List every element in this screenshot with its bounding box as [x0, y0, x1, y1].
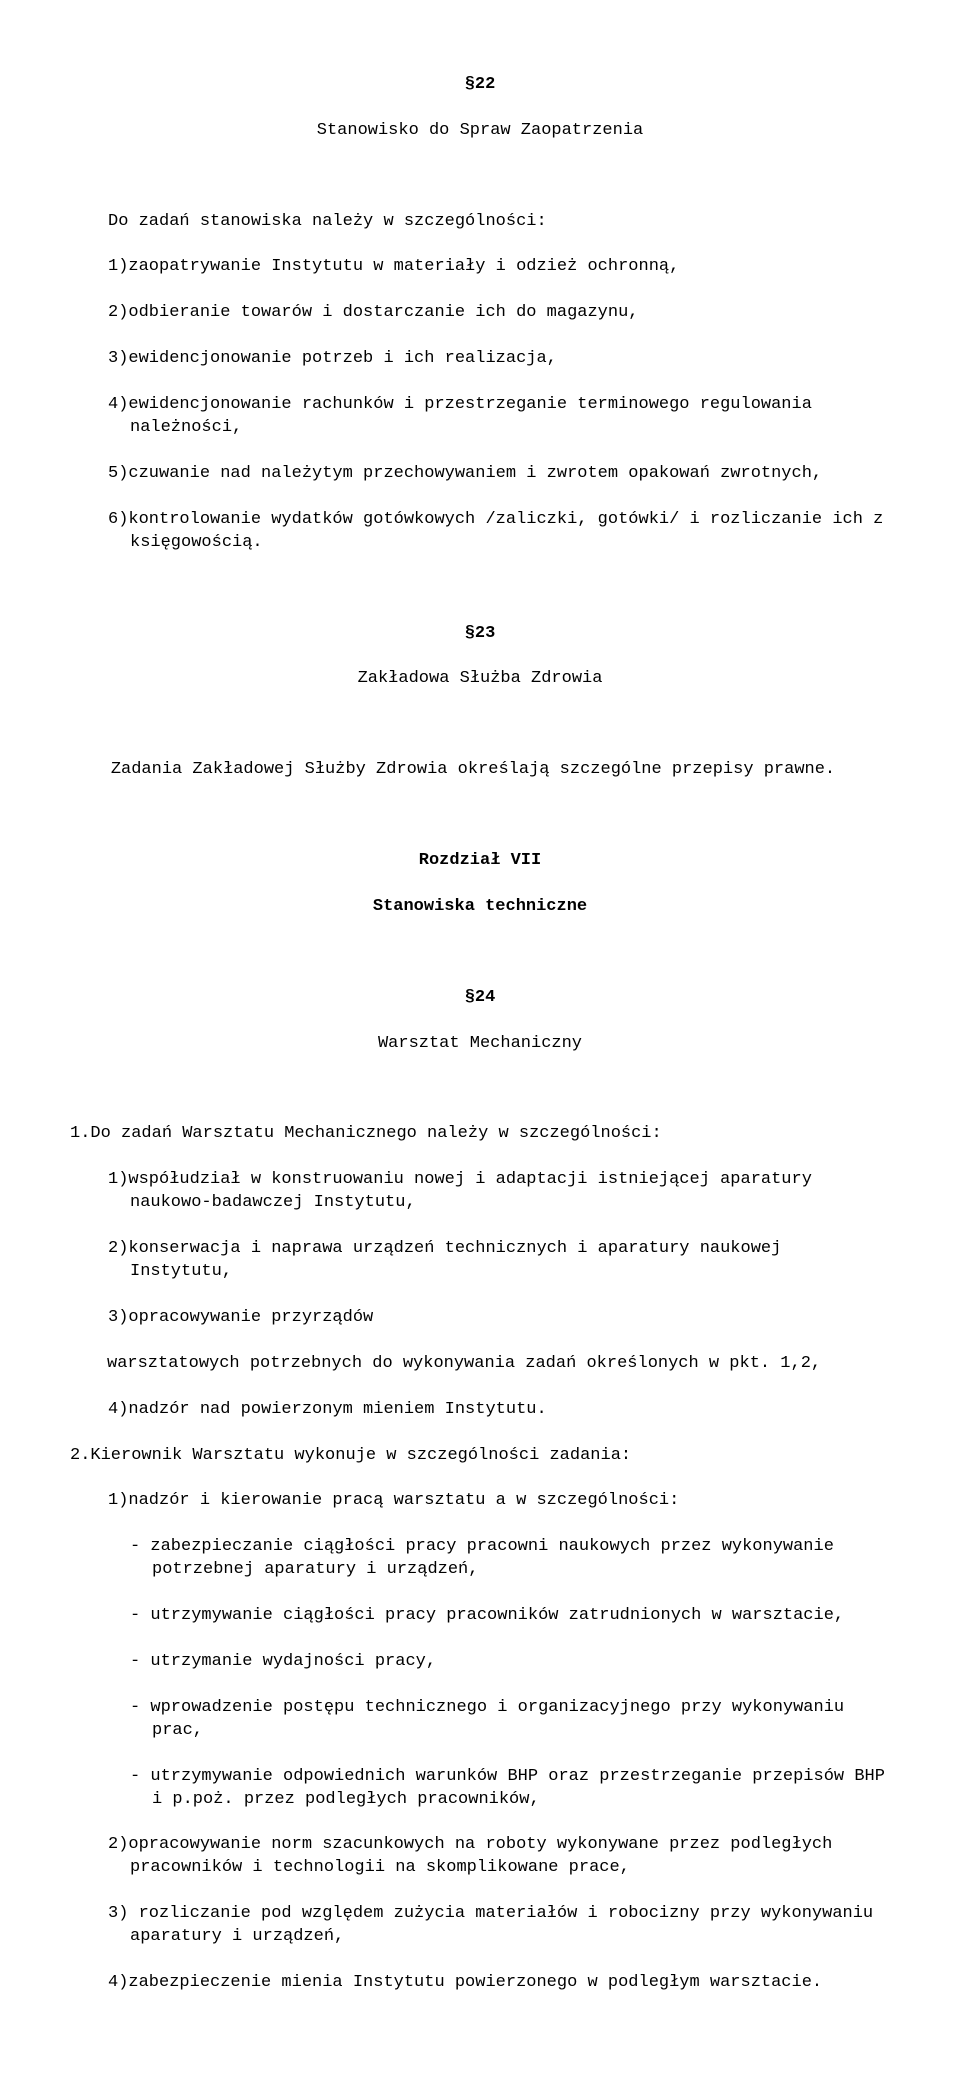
- section-24-p2-dash: - utrzymanie wydajności pracy,: [70, 1651, 890, 1674]
- section-24-p2-item: 4)zabezpieczenie mienia Instytutu powier…: [70, 1972, 890, 1995]
- spacer: [70, 578, 890, 600]
- section-24-p2-dash: - utrzymywanie odpowiednich warunków BHP…: [70, 1766, 890, 1812]
- section-22-number: §22: [70, 74, 890, 97]
- section-22-item: 5)czuwanie nad należytym przechowywaniem…: [70, 463, 890, 486]
- section-24-number: §24: [70, 987, 890, 1010]
- section-24-p2-item1: 1)nadzór i kierowanie pracą warsztatu a …: [70, 1490, 890, 1513]
- section-22-item: 3)ewidencjonowanie potrzeb i ich realiza…: [70, 348, 890, 371]
- chapter-title: Stanowiska techniczne: [70, 896, 890, 919]
- section-24-p2-dash: - utrzymywanie ciągłości pracy pracownik…: [70, 1605, 890, 1628]
- section-22-intro: Do zadań stanowiska należy w szczególnoś…: [70, 211, 890, 234]
- section-24-p2-item: 3) rozliczanie pod względem zużycia mate…: [70, 1903, 890, 1949]
- section-22-title: Stanowisko do Spraw Zaopatrzenia: [70, 120, 890, 143]
- section-23-text: Zadania Zakładowej Służby Zdrowia określ…: [111, 760, 835, 779]
- spacer: [70, 942, 890, 964]
- section-24-p1-item-cont: warsztatowych potrzebnych do wykonywania…: [70, 1353, 890, 1376]
- spacer: [70, 805, 890, 827]
- section-23-title: Zakładowa Służba Zdrowia: [70, 668, 890, 691]
- document-page: §22 Stanowisko do Spraw Zaopatrzenia Do …: [0, 0, 960, 2081]
- section-23-number: §23: [70, 623, 890, 646]
- spacer: [70, 1078, 890, 1100]
- section-24-p1-item: 3)opracowywanie przyrządów: [70, 1307, 890, 1330]
- section-22-item: 4)ewidencjonowanie rachunków i przestrze…: [70, 394, 890, 440]
- section-24-title: Warsztat Mechaniczny: [70, 1033, 890, 1056]
- section-24-p2-dash: - wprowadzenie postępu technicznego i or…: [70, 1697, 890, 1743]
- section-24-p1-lead: 1.Do zadań Warsztatu Mechanicznego należ…: [70, 1123, 890, 1146]
- chapter-number: Rozdział VII: [70, 850, 890, 873]
- section-22-item: 1)zaopatrywanie Instytutu w materiały i …: [70, 256, 890, 279]
- section-22-item: 6)kontrolowanie wydatków gotówkowych /za…: [70, 509, 890, 555]
- section-24-p1-item: 1)współudział w konstruowaniu nowej i ad…: [70, 1169, 890, 1215]
- section-24-p2-item: 2)opracowywanie norm szacunkowych na rob…: [70, 1834, 890, 1880]
- section-24-p2-dash: - zabezpieczanie ciągłości pracy pracown…: [70, 1536, 890, 1582]
- section-24-p1-item: 2)konserwacja i naprawa urządzeń technic…: [70, 1238, 890, 1284]
- spacer: [70, 166, 890, 188]
- section-24-p1-item: 4)nadzór nad powierzonym mieniem Instytu…: [70, 1399, 890, 1422]
- section-23-body: Zadania Zakładowej Służby Zdrowia określ…: [70, 759, 890, 782]
- section-24-p2-lead: 2.Kierownik Warsztatu wykonuje w szczegó…: [70, 1445, 890, 1468]
- section-22-item: 2)odbieranie towarów i dostarczanie ich …: [70, 302, 890, 325]
- spacer: [70, 714, 890, 736]
